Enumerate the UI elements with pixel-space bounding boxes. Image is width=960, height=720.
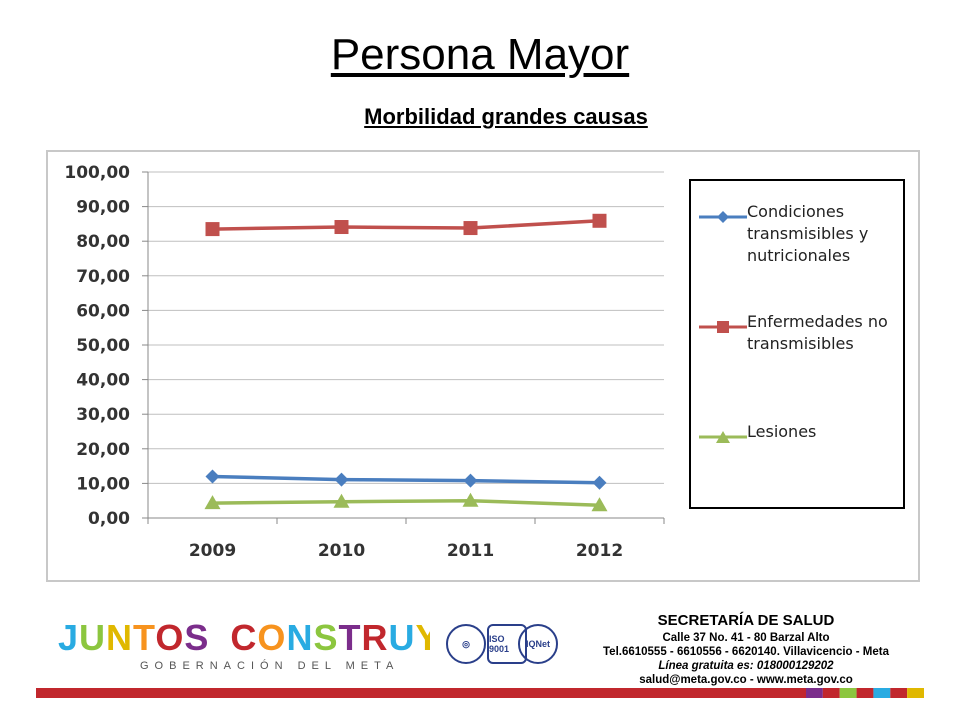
- series-line: [212, 474, 600, 485]
- y-tick-label: 60,00: [76, 301, 130, 321]
- y-tick-label: 10,00: [76, 474, 130, 494]
- y-tick-label: 90,00: [76, 198, 130, 218]
- x-tick-label: 2011: [447, 541, 494, 561]
- svg-text:JUNTOS CONSTRUYENDO: JUNTOS CONSTRUYENDO: [58, 617, 430, 658]
- data-point-square: [334, 220, 349, 235]
- legend-item-enfermedades: Enfermedades no transmisibles: [691, 311, 903, 391]
- y-tick-label: 0,00: [88, 509, 130, 529]
- stripe-segment: [839, 688, 857, 698]
- chart-legend: Condiciones transmisibles y nutricionale…: [689, 179, 905, 509]
- legend-diamond-marker: [699, 211, 747, 223]
- x-tick-label: 2010: [318, 541, 365, 561]
- contact-block: SECRETARÍA DE SALUD Calle 37 No. 41 - 80…: [586, 612, 906, 687]
- x-tick-label: 2009: [189, 541, 236, 561]
- stripe-segment: [822, 688, 840, 698]
- meta-seal-icon: ◎: [446, 624, 486, 664]
- x-tick-label: 2012: [576, 541, 623, 561]
- stripe-segment: [873, 688, 891, 698]
- data-point-triangle: [333, 493, 350, 508]
- page-subtitle: Morbilidad grandes causas: [364, 104, 648, 129]
- legend-square-marker: [699, 321, 747, 333]
- y-tick-label: 70,00: [76, 267, 130, 287]
- legend-item-condiciones: Condiciones transmisibles y nutricionale…: [691, 201, 903, 281]
- legend-triangle-marker: [699, 431, 747, 443]
- y-tick-label: 80,00: [76, 232, 130, 252]
- stripe-segment: [856, 688, 874, 698]
- legend-label: Enfermedades no transmisibles: [747, 312, 888, 353]
- y-tick-label: 20,00: [76, 440, 130, 460]
- stripe-segment: [890, 688, 908, 698]
- y-tick-label: 30,00: [76, 405, 130, 425]
- legend-label: Lesiones: [747, 422, 817, 441]
- stripe-segment: [806, 688, 823, 698]
- hotline: Línea gratuita es: 018000129202: [658, 660, 834, 672]
- y-tick-label: 50,00: [76, 336, 130, 356]
- contact-email-web: salud@meta.gov.co - www.meta.gov.co: [639, 674, 853, 686]
- address: Calle 37 No. 41 - 80 Barzal Alto: [662, 632, 830, 644]
- stripe-segment: [907, 688, 924, 698]
- data-point-triangle: [591, 497, 608, 512]
- org-name: SECRETARÍA DE SALUD: [657, 612, 835, 629]
- data-point-triangle: [204, 495, 221, 510]
- data-point-square: [205, 222, 220, 237]
- phones: Tel.6610555 - 6610556 - 6620140. Villavi…: [603, 646, 889, 658]
- page-title: Persona Mayor: [330, 30, 630, 79]
- gobernacion-logo: JUNTOS CONSTRUYENDO: [58, 617, 430, 658]
- legend-item-lesiones: Lesiones: [691, 421, 903, 501]
- data-point-triangle: [462, 492, 479, 507]
- data-point-square: [463, 221, 478, 236]
- data-point-diamond: [334, 472, 349, 487]
- stripe-segment: [36, 688, 806, 698]
- data-point-diamond: [205, 469, 220, 484]
- data-point-diamond: [592, 475, 607, 490]
- data-point-square: [592, 213, 607, 228]
- series-line: [212, 219, 600, 231]
- legend-label: Condiciones transmisibles y nutricionale…: [747, 202, 869, 265]
- footer-stripe: [36, 688, 924, 698]
- iqnet-badge-icon: IQNet: [518, 624, 558, 664]
- y-tick-label: 40,00: [76, 371, 130, 391]
- gobernacion-subtext: GOBERNACIÓN DEL META: [140, 660, 400, 672]
- series-line: [212, 498, 600, 507]
- y-tick-label: 100,00: [64, 163, 130, 183]
- data-point-diamond: [463, 473, 478, 488]
